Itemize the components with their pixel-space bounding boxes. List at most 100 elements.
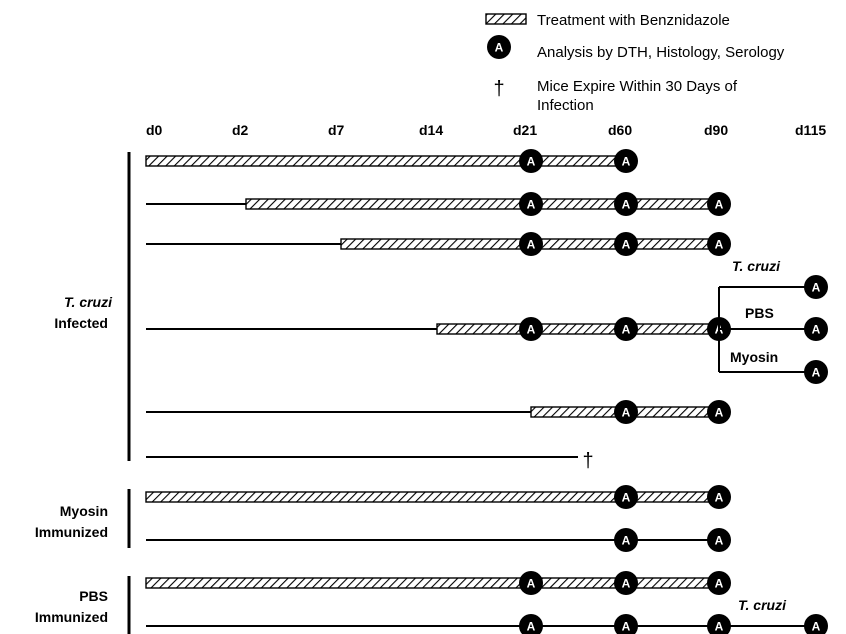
svg-text:A: A <box>622 198 631 212</box>
day-axis: d0 d2 d7 d14 d21 d60 d90 d115 <box>146 122 826 138</box>
analysis-marker: A <box>519 614 543 634</box>
branch-markers: A A A <box>804 275 828 384</box>
analysis-marker: A <box>707 232 731 256</box>
analysis-marker: A <box>707 571 731 595</box>
legend-analysis-marker: A <box>487 35 511 59</box>
svg-text:A: A <box>527 238 536 252</box>
analysis-marker: A <box>614 149 638 173</box>
group-infected: T. cruzi Infected <box>54 152 131 461</box>
day-label-d7: d7 <box>328 122 345 138</box>
branch-label-myosin: Myosin <box>730 349 778 365</box>
group-infected-label-line1: T. cruzi <box>64 294 113 310</box>
day-label-d90: d90 <box>704 122 728 138</box>
svg-text:A: A <box>622 323 631 337</box>
group-myosin: Myosin Immunized <box>35 489 131 548</box>
treatment-bar <box>436 323 720 335</box>
legend-expire-label-line2: Infection <box>537 97 594 114</box>
legend-treatment-label: Treatment with Benznidazole <box>537 12 730 29</box>
svg-text:A: A <box>527 155 536 169</box>
group-infected-label-line2: Infected <box>54 315 108 331</box>
treatment-bar <box>245 198 720 210</box>
day-label-d14: d14 <box>419 122 443 138</box>
day-label-d21: d21 <box>513 122 537 138</box>
day-label-d115: d115 <box>795 122 826 138</box>
svg-text:A: A <box>715 406 724 420</box>
analysis-marker: A <box>804 360 828 384</box>
svg-text:A: A <box>622 238 631 252</box>
day-label-d60: d60 <box>608 122 632 138</box>
svg-text:A: A <box>622 406 631 420</box>
svg-text:A: A <box>622 491 631 505</box>
svg-text:A: A <box>527 577 536 591</box>
svg-text:A: A <box>715 620 724 634</box>
legend-treatment-swatch <box>485 13 527 25</box>
group-pbs-label-line1: PBS <box>79 588 108 604</box>
analysis-marker: A <box>519 192 543 216</box>
legend-analysis-label: Analysis by DTH, Histology, Serology <box>537 44 785 61</box>
analysis-marker: A <box>707 485 731 509</box>
analysis-marker: A <box>804 614 828 634</box>
branch-structure: T. cruzi PBS Myosin T. cruzi <box>718 258 816 613</box>
analysis-marker: A <box>519 149 543 173</box>
analysis-marker: A <box>614 192 638 216</box>
group-pbs-label-line2: Immunized <box>35 609 108 625</box>
branch-label-tcruzi: T. cruzi <box>732 258 781 274</box>
svg-text:A: A <box>715 238 724 252</box>
legend-dagger-symbol: † <box>493 78 504 100</box>
analysis-marker: A <box>614 232 638 256</box>
branch-label-tcruzi-bottom: T. cruzi <box>738 597 787 613</box>
svg-text:A: A <box>715 534 724 548</box>
svg-text:A: A <box>527 620 536 634</box>
svg-text:A: A <box>495 41 504 55</box>
analysis-marker: A <box>707 528 731 552</box>
svg-text:A: A <box>527 323 536 337</box>
svg-text:A: A <box>622 577 631 591</box>
analysis-marker: A <box>614 614 638 634</box>
group-pbs: PBS Immunized <box>35 576 131 634</box>
analysis-marker: A <box>519 232 543 256</box>
expire-dagger: † <box>582 450 593 472</box>
analysis-marker: A <box>519 571 543 595</box>
analysis-marker: A <box>707 400 731 424</box>
analysis-marker: A <box>707 192 731 216</box>
day-label-d0: d0 <box>146 122 163 138</box>
svg-text:A: A <box>715 577 724 591</box>
svg-text:A: A <box>812 323 821 337</box>
svg-text:A: A <box>812 281 821 295</box>
svg-text:A: A <box>527 198 536 212</box>
legend-expire-label-line1: Mice Expire Within 30 Days of <box>537 78 738 95</box>
svg-text:A: A <box>715 491 724 505</box>
svg-text:A: A <box>715 198 724 212</box>
analysis-marker: A <box>614 400 638 424</box>
analysis-marker: A <box>614 528 638 552</box>
group-myosin-label-line2: Immunized <box>35 524 108 540</box>
svg-text:A: A <box>622 620 631 634</box>
svg-text:A: A <box>622 155 631 169</box>
analysis-marker: A <box>804 275 828 299</box>
analysis-marker: A <box>707 614 731 634</box>
analysis-marker: A <box>614 485 638 509</box>
day-label-d2: d2 <box>232 122 249 138</box>
svg-text:A: A <box>622 534 631 548</box>
timeline-rows: A AA A AA A AA A AA A†A AA AA A AA A A A <box>145 149 828 634</box>
analysis-marker: A <box>614 317 638 341</box>
group-myosin-label-line1: Myosin <box>60 503 108 519</box>
legend: Treatment with Benznidazole A Analysis b… <box>485 12 785 114</box>
treatment-bar <box>145 155 627 167</box>
svg-text:A: A <box>812 366 821 380</box>
timeline-row: † <box>146 450 594 472</box>
svg-text:A: A <box>812 620 821 634</box>
analysis-marker: A <box>614 571 638 595</box>
analysis-marker: A <box>804 317 828 341</box>
branch-label-pbs: PBS <box>745 305 774 321</box>
